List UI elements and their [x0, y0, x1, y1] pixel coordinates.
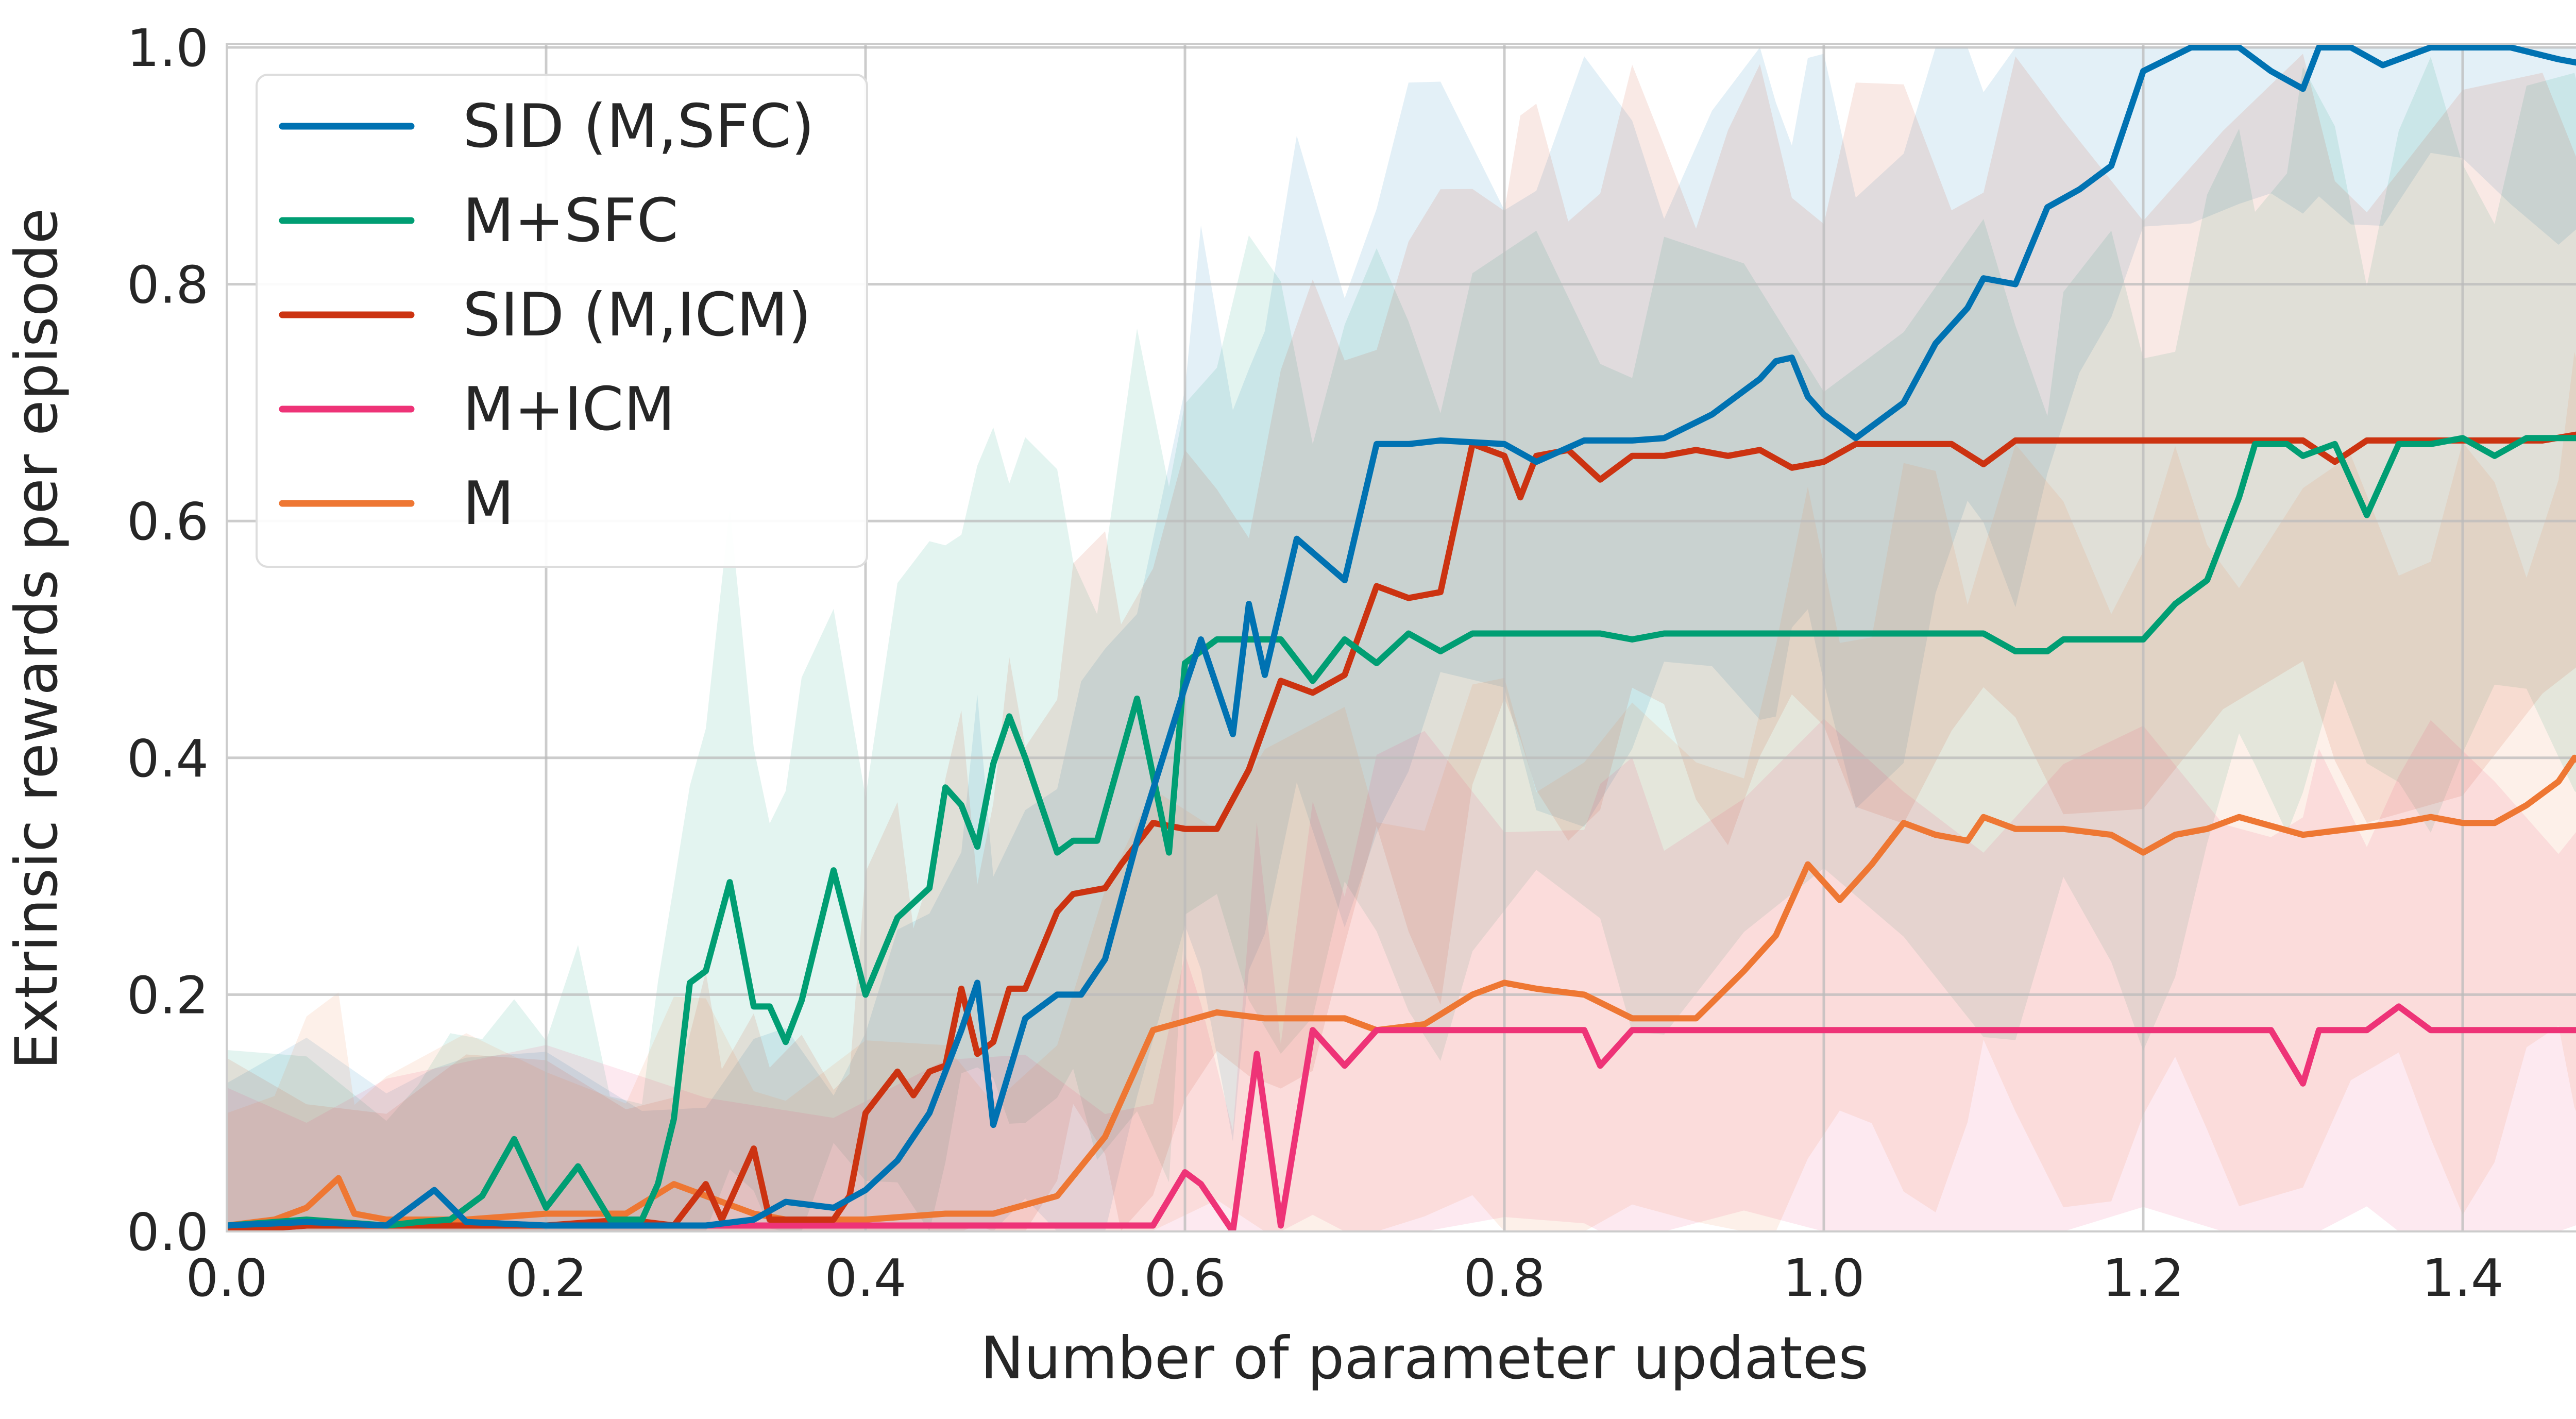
x-tick-label: 1.2	[2102, 1248, 2184, 1308]
plot-frame	[226, 43, 2576, 1232]
y-tick-label: 1.0	[127, 18, 209, 78]
x-tick-label: 1.4	[2421, 1248, 2503, 1308]
y-tick-label: 0.0	[127, 1202, 209, 1262]
legend: SID (M,SFC) M+SFC SID (M,ICM) M+ICM M	[256, 74, 868, 568]
y-tick-label: 0.4	[127, 729, 209, 789]
x-tick-label: 0.4	[824, 1248, 906, 1308]
x-axis-label: Number of parameter updates	[980, 1324, 1869, 1392]
y-tick-label: 0.2	[127, 965, 209, 1025]
legend-label: M	[463, 469, 514, 538]
legend-box	[256, 74, 868, 568]
legend-label: SID (M,SFC)	[463, 92, 815, 161]
series-line-sid-m-icm-	[227, 431, 2576, 1231]
legend-label: SID (M,ICM)	[463, 280, 811, 350]
tick-labels: 0.0 0.2 0.4 0.6 0.8 1.0 1.2 1.4 0.0 0.2 0.4 0.6 0.8 1…	[127, 18, 2504, 1308]
legend-label: M+SFC	[463, 186, 679, 256]
x-tick-label: 0.0	[185, 1248, 267, 1308]
series-line-sid-m-sfc-	[227, 44, 2576, 1229]
band-m-icm	[227, 719, 2576, 1231]
y-tick-label: 0.8	[127, 255, 209, 315]
legend-label: M+ICM	[463, 375, 675, 444]
x-tick-label: 1.0	[1783, 1248, 1865, 1308]
x-tick-label: 0.8	[1463, 1248, 1545, 1308]
series-line-m	[227, 754, 2576, 1229]
x-tick-label: 0.2	[505, 1248, 587, 1308]
series-line-m-icm	[227, 1003, 2576, 1231]
y-tick-label: 0.6	[127, 492, 209, 552]
band-m	[227, 352, 2576, 1231]
series-line-m-sfc	[227, 435, 2576, 1229]
y-axis-label: Extrinsic rewards per episode	[3, 208, 71, 1070]
series-lines	[227, 44, 2576, 1231]
x-tick-label: 0.6	[1144, 1248, 1226, 1308]
